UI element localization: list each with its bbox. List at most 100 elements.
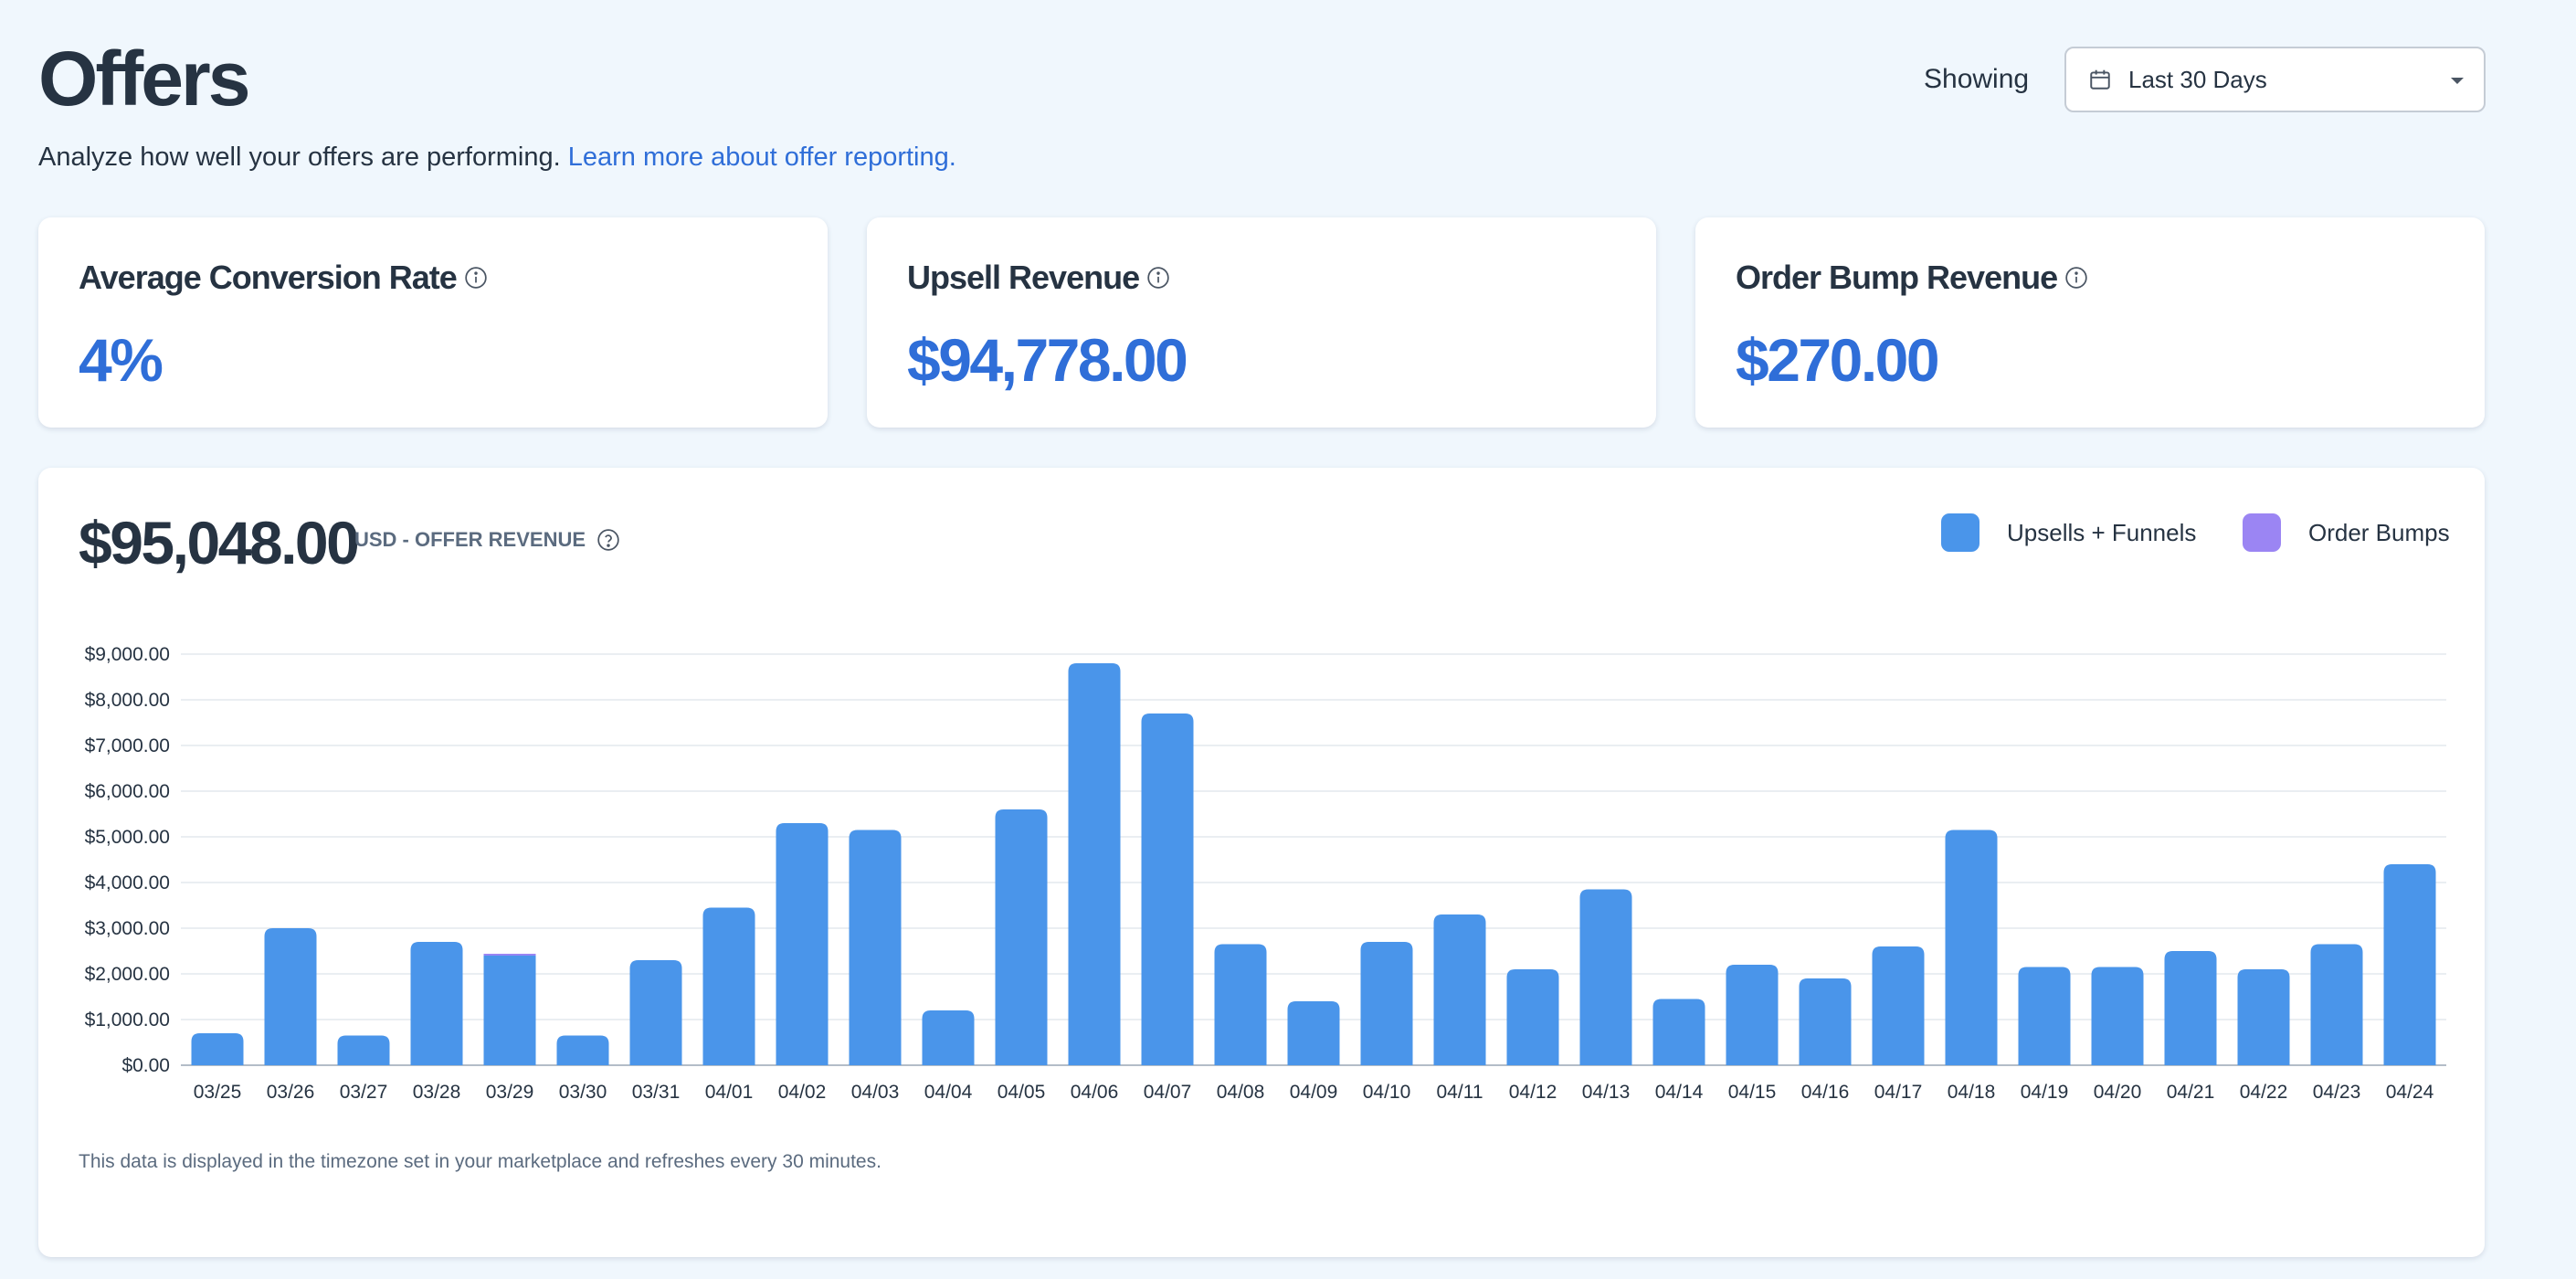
x-tick-label: 04/23	[2313, 1082, 2361, 1103]
bar-upsells-funnels[interactable]	[556, 1035, 609, 1066]
chart-total: $95,048.00	[79, 509, 360, 576]
bar-order-bumps[interactable]	[483, 954, 536, 956]
bar-upsells-funnels[interactable]	[776, 823, 829, 1065]
date-range-value: Last 30 Days	[2128, 65, 2267, 93]
bar-upsells-funnels[interactable]	[2383, 864, 2436, 1065]
stat-card-conversion-rate: Average Conversion Rate 4%	[38, 217, 828, 428]
bar-upsells-funnels[interactable]	[1945, 830, 1998, 1066]
x-tick-label: 04/06	[1071, 1082, 1119, 1103]
bar-upsells-funnels[interactable]	[995, 809, 1048, 1065]
bar-upsells-funnels[interactable]	[922, 1010, 975, 1065]
x-tick-label: 04/10	[1363, 1082, 1411, 1103]
x-tick-label: 03/25	[194, 1082, 242, 1103]
x-tick-label: 04/19	[2021, 1082, 2069, 1103]
x-tick-label: 04/03	[851, 1082, 900, 1103]
legend-label: Order Bumps	[2308, 518, 2450, 546]
help-icon[interactable]	[596, 528, 620, 552]
y-tick-label: $9,000.00	[85, 644, 170, 665]
bar-upsells-funnels[interactable]	[702, 907, 755, 1066]
stat-value: $94,778.00	[907, 326, 1188, 394]
x-tick-label: 03/26	[267, 1082, 315, 1103]
info-icon[interactable]	[2064, 266, 2088, 290]
y-tick-label: $0.00	[121, 1055, 170, 1076]
stat-value: $270.00	[1736, 326, 1940, 394]
x-tick-label: 04/22	[2240, 1082, 2288, 1103]
legend-swatch	[2243, 513, 2281, 552]
x-tick-label: 04/16	[1801, 1082, 1850, 1103]
bar-upsells-funnels[interactable]	[1726, 965, 1779, 1065]
x-tick-label: 04/17	[1874, 1082, 1923, 1103]
y-tick-label: $6,000.00	[85, 781, 170, 802]
bar-upsells-funnels[interactable]	[1652, 999, 1705, 1066]
stat-label-text: Order Bump Revenue	[1736, 259, 2058, 296]
page-subtitle: Analyze how well your offers are perform…	[38, 143, 956, 173]
stat-card-upsell-revenue: Upsell Revenue $94,778.00	[867, 217, 1656, 428]
bar-upsells-funnels[interactable]	[1799, 978, 1852, 1065]
calendar-icon	[2090, 69, 2110, 90]
chevron-down-icon	[2451, 78, 2464, 84]
chart-footnote: This data is displayed in the timezone s…	[79, 1151, 882, 1172]
y-tick-label: $7,000.00	[85, 735, 170, 756]
bar-upsells-funnels[interactable]	[337, 1035, 390, 1066]
x-tick-label: 04/04	[924, 1082, 973, 1103]
bar-upsells-funnels[interactable]	[1360, 942, 1413, 1065]
x-tick-label: 04/07	[1144, 1082, 1192, 1103]
subtitle-text: Analyze how well your offers are perform…	[38, 143, 561, 172]
bar-upsells-funnels[interactable]	[629, 960, 682, 1065]
x-tick-label: 03/27	[340, 1082, 388, 1103]
page-title: Offers	[38, 36, 250, 122]
bar-upsells-funnels[interactable]	[2018, 967, 2071, 1066]
bar-upsells-funnels[interactable]	[1287, 1001, 1340, 1065]
y-tick-label: $5,000.00	[85, 827, 170, 848]
bar-upsells-funnels[interactable]	[2164, 951, 2217, 1065]
bar-upsells-funnels[interactable]	[1433, 914, 1486, 1065]
bar-upsells-funnels[interactable]	[2310, 944, 2363, 1066]
bar-upsells-funnels[interactable]	[264, 928, 317, 1065]
x-tick-label: 04/14	[1655, 1082, 1704, 1103]
x-tick-label: 04/13	[1582, 1082, 1631, 1103]
x-tick-label: 04/11	[1437, 1082, 1483, 1103]
bar-upsells-funnels[interactable]	[1214, 944, 1267, 1066]
stat-label-text: Average Conversion Rate	[79, 259, 458, 296]
x-tick-label: 03/28	[413, 1082, 461, 1103]
bar-upsells-funnels[interactable]	[410, 942, 463, 1065]
stat-label: Average Conversion Rate	[79, 259, 488, 297]
info-icon[interactable]	[1146, 266, 1170, 290]
x-tick-label: 03/31	[632, 1082, 681, 1103]
bar-upsells-funnels[interactable]	[483, 956, 536, 1065]
stat-card-order-bump-revenue: Order Bump Revenue $270.00	[1695, 217, 2485, 428]
legend-item-order-bumps[interactable]: Order Bumps	[2243, 513, 2450, 552]
x-tick-label: 03/29	[486, 1082, 534, 1103]
x-tick-label: 04/09	[1290, 1082, 1338, 1103]
bar-upsells-funnels[interactable]	[191, 1033, 244, 1065]
stat-value: 4%	[79, 326, 164, 394]
bar-upsells-funnels[interactable]	[2237, 969, 2290, 1065]
legend-label: Upsells + Funnels	[2007, 518, 2197, 546]
x-tick-label: 03/30	[559, 1082, 607, 1103]
x-tick-label: 04/15	[1728, 1082, 1777, 1103]
x-tick-label: 04/20	[2094, 1082, 2142, 1103]
learn-more-link[interactable]: Learn more about offer reporting.	[567, 143, 956, 172]
bar-upsells-funnels[interactable]	[1872, 946, 1925, 1065]
stat-label: Upsell Revenue	[907, 259, 1170, 297]
x-tick-label: 04/05	[998, 1082, 1046, 1103]
x-tick-label: 04/12	[1509, 1082, 1557, 1103]
y-tick-label: $3,000.00	[85, 918, 170, 939]
legend-swatch	[1941, 513, 1980, 552]
bar-upsells-funnels[interactable]	[1506, 969, 1559, 1065]
chart-total-label-text: USD - OFFER REVENUE	[354, 528, 586, 551]
date-range-select[interactable]: Last 30 Days	[2064, 47, 2486, 112]
revenue-bar-chart: $0.00 $1,000.00 $2,000.00 $3,000.00 $4,000.0…	[85, 644, 2446, 1103]
chart-total-label: USD - OFFER REVENUE	[354, 528, 620, 552]
x-tick-label: 04/08	[1217, 1082, 1265, 1103]
y-tick-label: $4,000.00	[85, 872, 170, 893]
bar-upsells-funnels[interactable]	[2091, 967, 2144, 1066]
info-icon[interactable]	[464, 266, 488, 290]
bar-upsells-funnels[interactable]	[1141, 713, 1194, 1065]
bar-upsells-funnels[interactable]	[849, 830, 902, 1066]
bar-upsells-funnels[interactable]	[1068, 663, 1121, 1065]
bar-upsells-funnels[interactable]	[1579, 889, 1632, 1066]
x-tick-label: 04/24	[2386, 1082, 2434, 1103]
legend-item-upsells-funnels[interactable]: Upsells + Funnels	[1941, 513, 2196, 552]
x-tick-label: 04/21	[2167, 1082, 2215, 1103]
